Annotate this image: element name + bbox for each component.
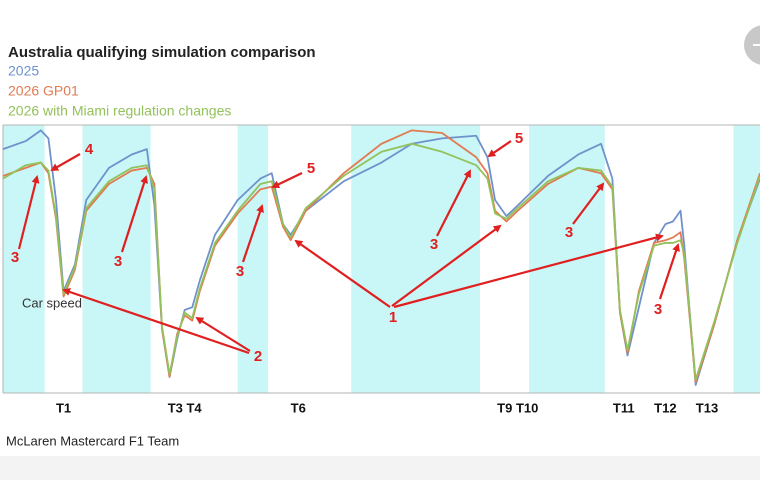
annotation: 4 [85, 141, 94, 158]
annotation: 2 [254, 348, 262, 365]
annotations: 4 3 3 3 5 5 3 3 1 2 3 [11, 130, 680, 365]
annotation: 3 [236, 263, 244, 280]
arrow [391, 224, 502, 307]
corner-label: T9 T10 [497, 400, 538, 415]
shaded-region [733, 125, 760, 393]
annotation: 3 [565, 224, 573, 241]
arrow [487, 140, 512, 158]
arrow [241, 204, 264, 263]
legend-entry: 2026 with Miami regulation changes [8, 103, 231, 119]
arrow [658, 243, 680, 300]
arrow [17, 175, 40, 250]
annotation: 5 [307, 160, 315, 177]
arrow [436, 169, 471, 237]
caption-box [0, 429, 200, 455]
trace-label: Car speed [22, 295, 82, 310]
annotation: 3 [654, 301, 662, 318]
corner-label: T6 [291, 400, 306, 415]
arrow [50, 153, 81, 171]
menu-button[interactable] [744, 25, 760, 65]
caption: McLaren Mastercard F1 Team [6, 433, 179, 448]
shaded-region [351, 125, 480, 393]
shaded-region [3, 125, 45, 393]
arrow [120, 175, 148, 253]
legend-entry: 2026 GP01 [8, 83, 79, 99]
annotation: 1 [389, 309, 397, 326]
arrow [572, 182, 605, 225]
annotation: 3 [430, 236, 438, 253]
legend: 2025 2026 GP01 2026 with Miami regulation … [8, 63, 231, 119]
arrow [62, 288, 250, 355]
chart-title: Australia qualifying simulation comparis… [8, 44, 316, 61]
corner-labels: T1 T3 T4 T6 T9 T10 T11 T12 T13 [56, 400, 718, 415]
arrow [271, 172, 303, 188]
corner-label: T12 [654, 400, 676, 415]
corner-label: T11 [613, 400, 635, 415]
arrow [195, 316, 251, 352]
plot-area [2, 124, 760, 394]
speed-line [2, 142, 760, 381]
legend-entry: 2025 [8, 63, 39, 79]
bottom-strip [0, 456, 760, 480]
corner-label: T1 [56, 400, 71, 415]
arrow [393, 233, 664, 309]
corner-label: T3 T4 [168, 400, 203, 415]
annotation: 3 [11, 249, 19, 266]
shaded-region [237, 125, 268, 393]
corner-label: T13 [696, 400, 718, 415]
shaded-region [529, 125, 605, 393]
menu-button-circle[interactable] [744, 25, 760, 65]
annotation: 5 [515, 130, 523, 147]
annotation: 3 [114, 253, 122, 270]
arrow [294, 239, 391, 308]
